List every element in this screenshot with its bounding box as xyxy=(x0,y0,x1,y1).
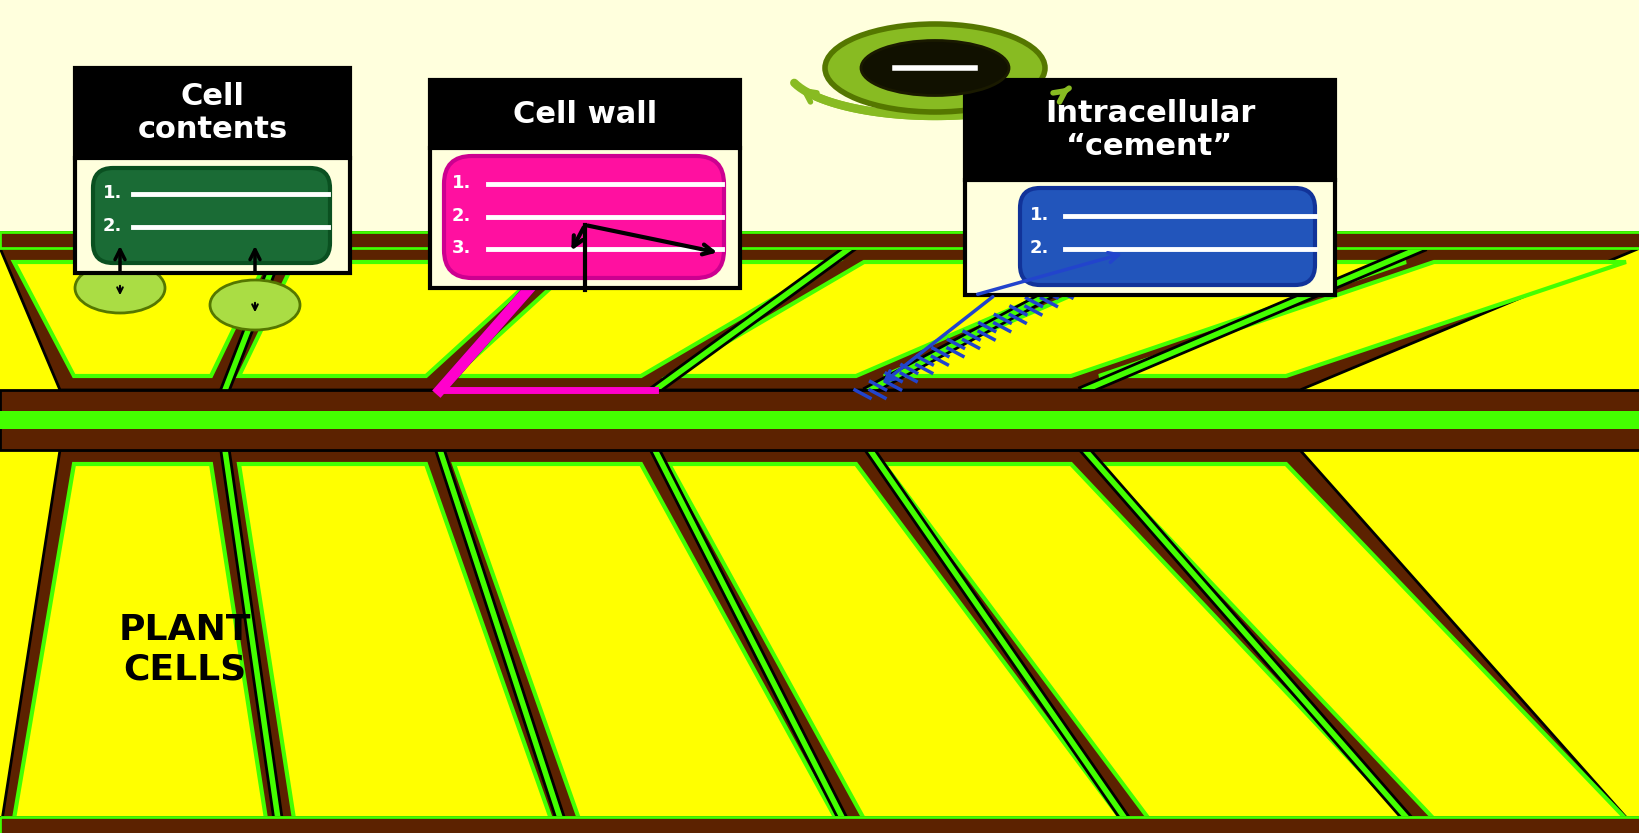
Text: Cell
contents: Cell contents xyxy=(138,82,287,144)
Polygon shape xyxy=(239,464,551,819)
Bar xyxy=(0,232,1639,248)
Bar xyxy=(75,158,349,273)
Text: 1.: 1. xyxy=(1029,206,1049,224)
Bar xyxy=(429,80,739,148)
Bar xyxy=(0,817,1639,833)
Polygon shape xyxy=(225,450,565,833)
Text: PLANT
CELLS: PLANT CELLS xyxy=(118,613,251,686)
Ellipse shape xyxy=(824,24,1044,112)
Ellipse shape xyxy=(75,263,166,313)
Text: 3.: 3. xyxy=(452,239,470,257)
Bar xyxy=(964,80,1334,180)
Polygon shape xyxy=(0,248,280,390)
Text: 2.: 2. xyxy=(1029,239,1049,257)
Polygon shape xyxy=(654,248,1134,390)
Polygon shape xyxy=(225,248,565,390)
Bar xyxy=(75,68,349,158)
Polygon shape xyxy=(454,262,836,376)
FancyBboxPatch shape xyxy=(1019,188,1314,285)
Polygon shape xyxy=(439,450,849,833)
Polygon shape xyxy=(454,464,836,819)
Polygon shape xyxy=(654,450,1134,833)
Text: Intracellular
“cement”: Intracellular “cement” xyxy=(1044,98,1254,162)
Polygon shape xyxy=(1085,248,1639,390)
Ellipse shape xyxy=(860,41,1008,96)
FancyBboxPatch shape xyxy=(444,156,723,278)
Polygon shape xyxy=(15,464,266,819)
Bar xyxy=(0,248,1639,833)
Bar xyxy=(0,817,1639,833)
Ellipse shape xyxy=(210,280,300,330)
Bar xyxy=(0,232,1639,248)
Polygon shape xyxy=(883,262,1405,376)
Bar xyxy=(0,411,1639,429)
Polygon shape xyxy=(1098,262,1624,376)
Polygon shape xyxy=(669,262,1121,376)
Polygon shape xyxy=(1085,450,1639,833)
Bar xyxy=(964,180,1334,295)
Polygon shape xyxy=(869,248,1419,390)
Polygon shape xyxy=(883,464,1405,819)
Bar xyxy=(0,390,1639,450)
Bar xyxy=(429,148,739,288)
Polygon shape xyxy=(15,262,266,376)
Polygon shape xyxy=(439,248,849,390)
Text: 2.: 2. xyxy=(103,217,123,235)
Polygon shape xyxy=(869,450,1419,833)
FancyBboxPatch shape xyxy=(93,168,329,263)
Polygon shape xyxy=(669,464,1121,819)
Polygon shape xyxy=(239,262,551,376)
Text: 1.: 1. xyxy=(452,174,470,192)
Text: Cell wall: Cell wall xyxy=(513,99,657,128)
Polygon shape xyxy=(1098,464,1624,819)
Text: 2.: 2. xyxy=(452,207,470,225)
Text: 1.: 1. xyxy=(103,184,123,202)
Polygon shape xyxy=(0,450,280,833)
